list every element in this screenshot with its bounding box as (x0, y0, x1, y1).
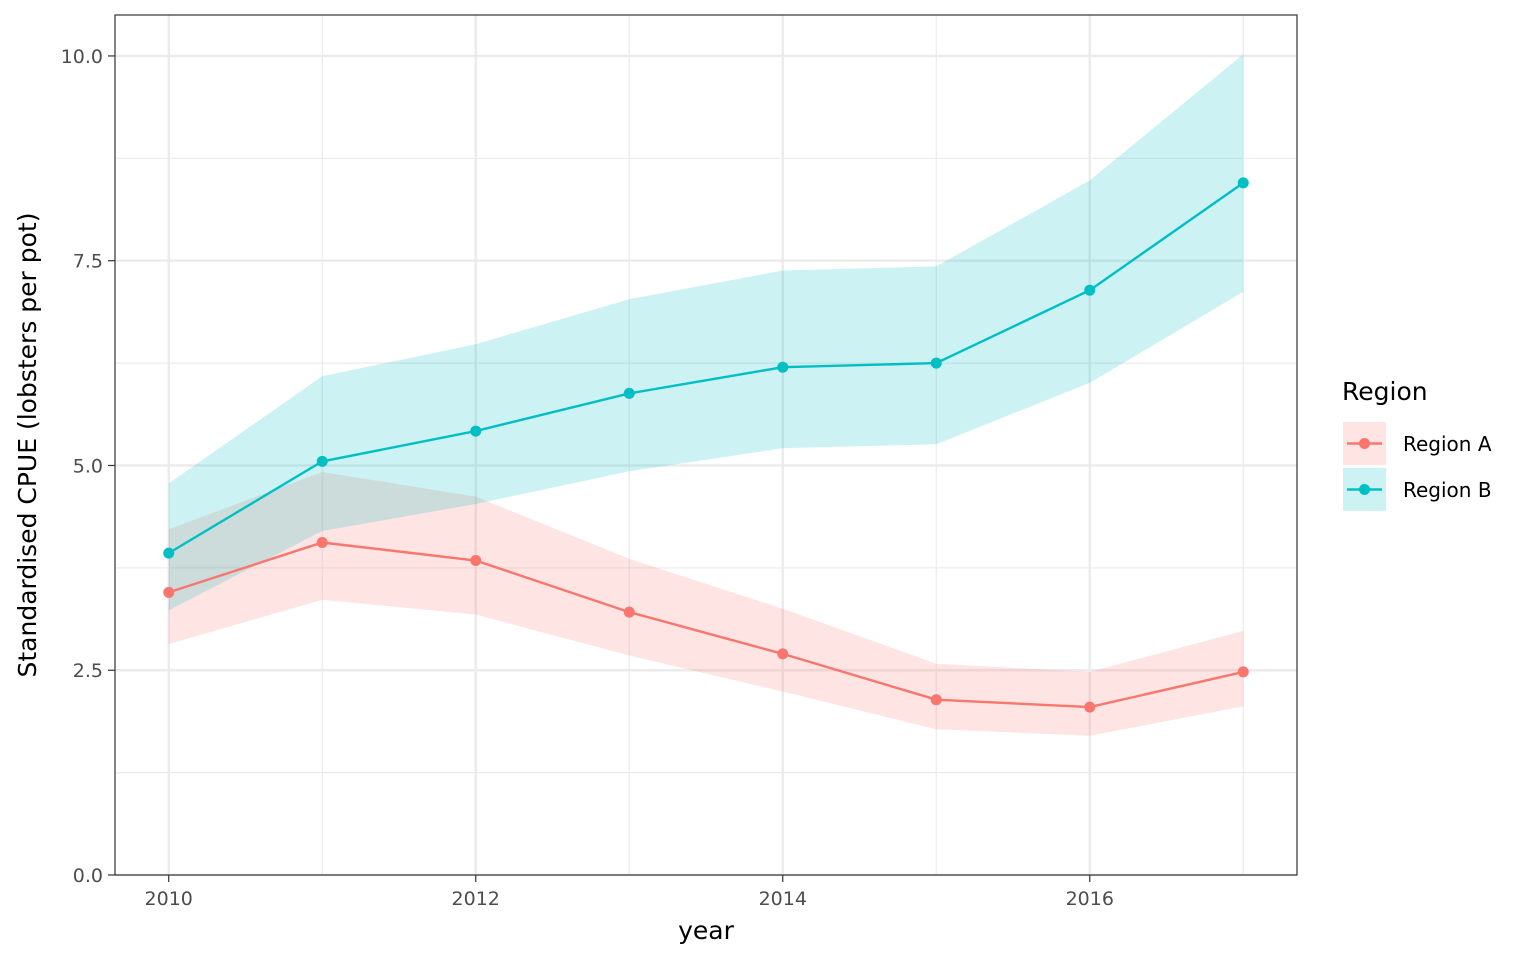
region-b-point (623, 387, 635, 399)
legend: Region Region A Region B (1342, 377, 1492, 511)
series-points (163, 177, 1249, 713)
region-b-point (163, 547, 175, 559)
region-b-point (316, 455, 328, 467)
region-b-point (777, 361, 789, 373)
y-tick-label: 2.5 (73, 660, 103, 682)
y-tick-label: 0.0 (73, 865, 103, 887)
region-a-point (470, 554, 482, 566)
x-axis-title: year (678, 916, 734, 945)
legend-label: Region B (1403, 478, 1492, 502)
series-lines (168, 181, 1244, 709)
region-a-line (168, 541, 1244, 709)
y-tick-label: 10.0 (61, 46, 103, 68)
legend-item-region-a: Region A (1343, 422, 1492, 465)
region-a-point (623, 606, 635, 618)
legend-label: Region A (1403, 432, 1492, 456)
region-a-point (1237, 666, 1249, 678)
legend-key-point (1359, 438, 1370, 449)
x-tick-label: 2012 (452, 888, 500, 910)
region-b-point (1084, 284, 1096, 296)
x-tick-label: 2010 (145, 888, 193, 910)
confidence-ribbons (168, 54, 1244, 736)
plot-panel-border (114, 14, 1298, 876)
x-tick-label: 2016 (1066, 888, 1114, 910)
y-tick-label: 7.5 (73, 251, 103, 273)
legend-key-point (1359, 484, 1370, 495)
region-a-point (777, 648, 789, 660)
region-b-point (930, 357, 942, 369)
region-b-ribbon (168, 54, 1244, 611)
region-a-point (163, 586, 175, 598)
region-b-line (168, 181, 1244, 555)
region-b-point (1237, 177, 1249, 189)
region-a-point (930, 694, 942, 706)
x-tick-label: 2014 (759, 888, 807, 910)
region-b-point (470, 425, 482, 437)
legend-title: Region (1342, 377, 1428, 406)
region-a-ribbon (168, 472, 1244, 736)
y-axis-title: Standardised CPUE (lobsters per pot) (13, 213, 42, 678)
region-a-point (1084, 701, 1096, 713)
region-a-point (316, 536, 328, 548)
axes: 2010 2012 2014 2016 0.0 2.5 5.0 7.5 10.0 (61, 46, 1114, 910)
y-tick-label: 5.0 (73, 455, 103, 477)
legend-item-region-b: Region B (1343, 468, 1492, 511)
